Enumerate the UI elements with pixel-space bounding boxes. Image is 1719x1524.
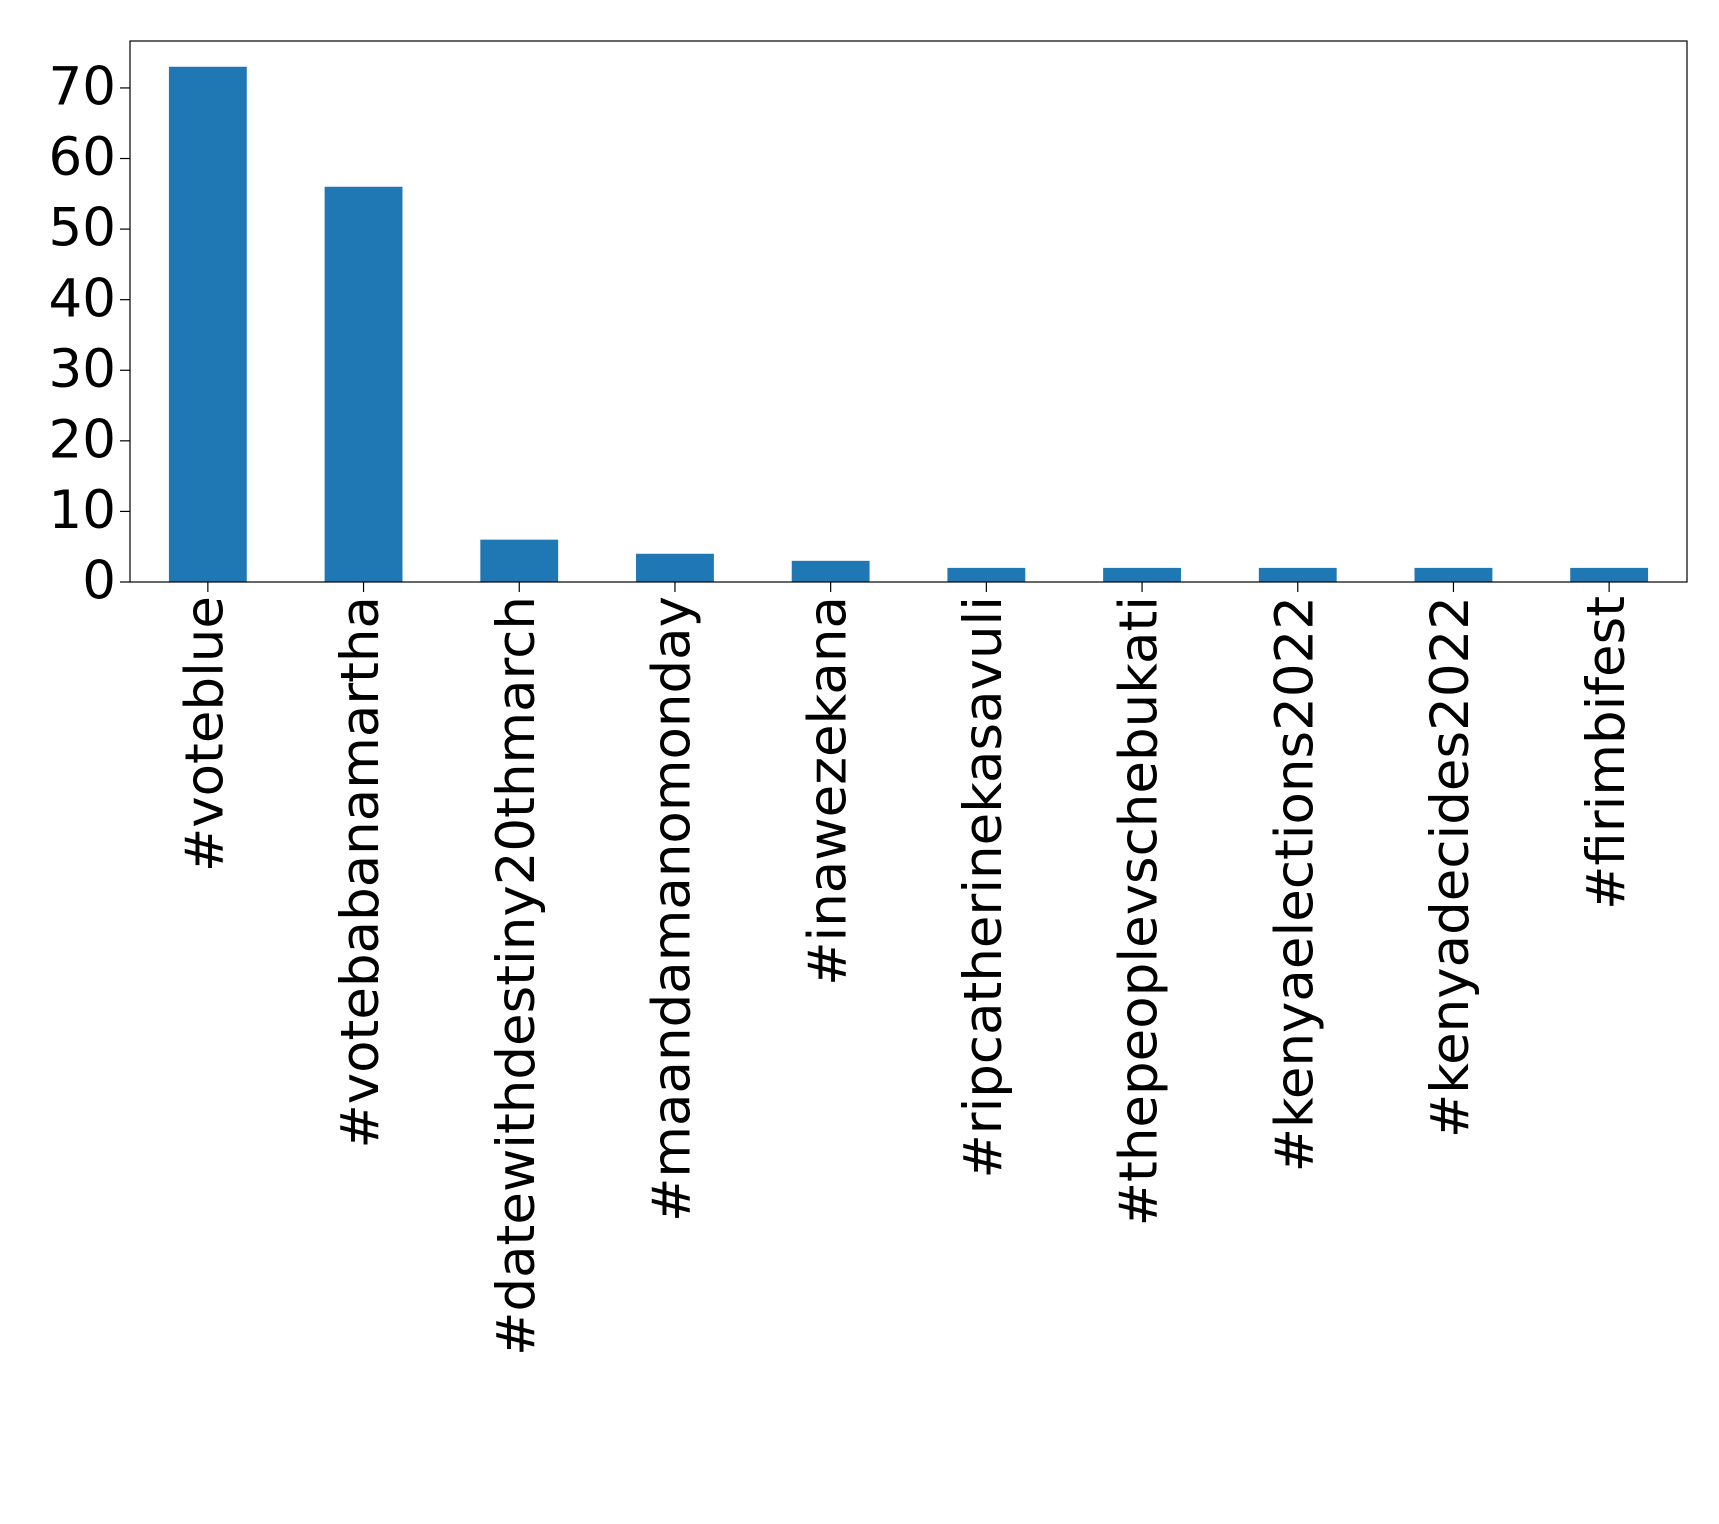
x-tick-label: #ripcatherinekasavuli — [953, 596, 1014, 1179]
bar — [947, 567, 1026, 582]
x-tick-label: #kenyaelections2022 — [1264, 596, 1325, 1172]
y-tick-label: 0 — [82, 551, 116, 612]
bar — [791, 560, 870, 582]
bar — [1103, 567, 1181, 582]
bar — [168, 66, 247, 582]
y-tick-label: 20 — [49, 409, 116, 470]
y-tick-label: 50 — [49, 198, 116, 259]
x-tick-label: #votebabanamartha — [330, 596, 391, 1149]
plot-frame — [129, 40, 1688, 583]
bar — [1414, 567, 1493, 582]
y-tick-label: 30 — [49, 339, 116, 400]
bar — [1258, 567, 1337, 582]
bar — [1570, 567, 1649, 582]
y-tick-label: 10 — [49, 480, 116, 541]
y-tick-label: 70 — [49, 57, 116, 118]
bar — [636, 553, 714, 582]
bar — [324, 186, 403, 583]
x-tick-label: #firimbifest — [1576, 596, 1637, 910]
bar — [480, 539, 559, 582]
x-tick-label: #maandamanomonday — [642, 596, 703, 1222]
y-tick-label: 60 — [49, 127, 116, 188]
x-tick-label: #kenyadecides2022 — [1420, 596, 1481, 1138]
y-tick-label: 40 — [49, 268, 116, 329]
x-tick-label: #datewithdestiny20thmarch — [486, 596, 547, 1356]
x-tick-label: #thepeoplevschebukati — [1109, 596, 1170, 1226]
x-tick-label: #inawezekana — [797, 596, 858, 986]
x-tick-label: #voteblue — [174, 596, 235, 872]
